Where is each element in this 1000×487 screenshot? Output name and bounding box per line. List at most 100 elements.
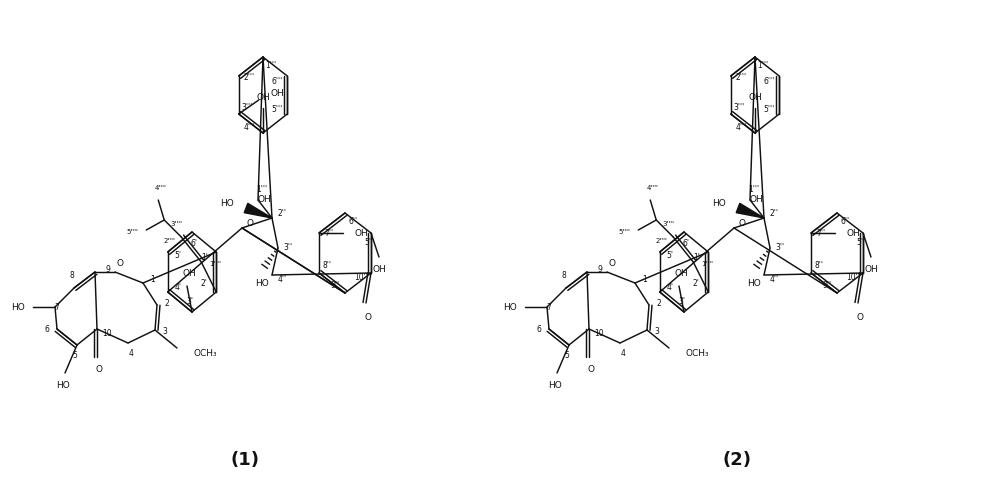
Text: OH: OH	[846, 228, 860, 238]
Text: 4'': 4''	[277, 276, 287, 284]
Text: 7: 7	[55, 302, 59, 312]
Text: 7: 7	[547, 302, 551, 312]
Text: 2': 2'	[693, 280, 700, 288]
Text: O: O	[588, 364, 594, 374]
Text: OCH₃: OCH₃	[193, 350, 217, 358]
Text: 1': 1'	[693, 252, 700, 262]
Text: 1: 1	[643, 275, 647, 283]
Text: 1''': 1'''	[256, 186, 268, 194]
Text: 3'': 3''	[283, 244, 293, 252]
Text: 5''': 5'''	[764, 105, 775, 113]
Text: HO: HO	[255, 280, 269, 288]
Polygon shape	[736, 204, 764, 218]
Text: 2'': 2''	[278, 208, 287, 218]
Text: 3'': 3''	[775, 244, 785, 252]
Text: 4: 4	[129, 349, 133, 357]
Text: HO: HO	[548, 380, 562, 390]
Text: 5': 5'	[174, 251, 181, 261]
Text: O: O	[856, 313, 863, 321]
Text: 3': 3'	[678, 298, 686, 306]
Text: 6''': 6'''	[764, 76, 775, 86]
Text: 6''': 6'''	[272, 76, 283, 86]
Text: 7'': 7''	[324, 228, 334, 238]
Text: HO: HO	[712, 200, 726, 208]
Text: (2): (2)	[722, 451, 752, 469]
Text: 8: 8	[562, 271, 566, 281]
Text: 2'''': 2''''	[655, 238, 667, 244]
Text: 10'': 10''	[354, 274, 368, 282]
Text: 5'': 5''	[856, 239, 866, 247]
Text: 8'': 8''	[815, 261, 824, 269]
Text: 3''': 3'''	[733, 104, 744, 112]
Text: 5: 5	[565, 351, 569, 359]
Text: 1'''': 1''''	[209, 261, 221, 267]
Text: HO: HO	[56, 380, 70, 390]
Text: (1): (1)	[230, 451, 260, 469]
Text: 4'''': 4''''	[154, 185, 166, 191]
Text: O: O	[116, 260, 124, 268]
Text: 10'': 10''	[846, 274, 860, 282]
Text: 7'': 7''	[816, 228, 826, 238]
Text: 9'': 9''	[822, 281, 832, 289]
Text: 3: 3	[655, 327, 659, 337]
Text: 4'''': 4''''	[646, 185, 658, 191]
Text: 1': 1'	[201, 252, 208, 262]
Text: 5''': 5'''	[272, 105, 283, 113]
Text: 9: 9	[598, 265, 602, 275]
Text: 4': 4'	[174, 282, 181, 292]
Text: 6'': 6''	[840, 217, 850, 225]
Text: OH: OH	[256, 93, 270, 101]
Text: 4''': 4'''	[736, 123, 747, 131]
Text: 2'': 2''	[770, 208, 778, 218]
Text: O: O	[738, 220, 746, 228]
Text: HO: HO	[503, 302, 517, 312]
Text: 5'''': 5''''	[126, 229, 138, 235]
Text: OH: OH	[257, 195, 271, 205]
Text: 4''': 4'''	[244, 123, 255, 131]
Text: 8'': 8''	[323, 261, 332, 269]
Text: 3'''': 3''''	[170, 221, 182, 227]
Text: 8: 8	[70, 271, 74, 281]
Text: 9'': 9''	[330, 281, 340, 289]
Text: O: O	[246, 220, 254, 228]
Text: 6': 6'	[190, 240, 198, 248]
Text: 2: 2	[165, 299, 169, 307]
Text: 6'': 6''	[348, 217, 358, 225]
Text: HO: HO	[747, 280, 761, 288]
Text: 2'''': 2''''	[163, 238, 175, 244]
Text: 3: 3	[163, 327, 167, 337]
Text: 9: 9	[106, 265, 110, 275]
Text: OH: OH	[749, 195, 763, 205]
Text: OH: OH	[674, 269, 688, 279]
Text: 2: 2	[657, 299, 661, 307]
Text: HO: HO	[11, 302, 25, 312]
Text: OH: OH	[864, 264, 878, 274]
Text: 1''': 1'''	[757, 60, 769, 70]
Text: 6: 6	[45, 324, 49, 334]
Text: 5: 5	[73, 351, 77, 359]
Text: OH: OH	[271, 90, 285, 98]
Text: OCH₃: OCH₃	[685, 350, 709, 358]
Text: 6: 6	[537, 324, 541, 334]
Text: O: O	[608, 260, 616, 268]
Text: 6': 6'	[682, 240, 690, 248]
Text: 5': 5'	[666, 251, 673, 261]
Text: 5'''': 5''''	[618, 229, 630, 235]
Text: OH: OH	[182, 269, 196, 279]
Text: 3''': 3'''	[241, 104, 252, 112]
Text: OH: OH	[748, 93, 762, 101]
Text: O: O	[364, 313, 371, 321]
Text: 3'''': 3''''	[662, 221, 674, 227]
Text: OH: OH	[354, 228, 368, 238]
Text: 2''': 2'''	[735, 74, 746, 82]
Text: HO: HO	[220, 200, 234, 208]
Text: 1'''': 1''''	[701, 261, 713, 267]
Polygon shape	[244, 204, 272, 218]
Text: O: O	[96, 364, 103, 374]
Text: 5'': 5''	[364, 239, 374, 247]
Text: 4'': 4''	[769, 276, 779, 284]
Text: 3': 3'	[186, 298, 194, 306]
Text: 1''': 1'''	[265, 60, 277, 70]
Text: OH: OH	[372, 264, 386, 274]
Text: 4: 4	[621, 349, 625, 357]
